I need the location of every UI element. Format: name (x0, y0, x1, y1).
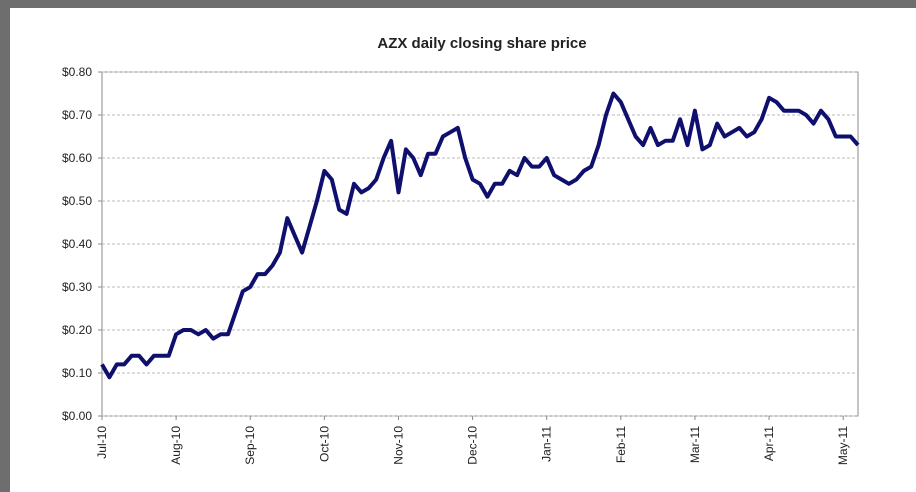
x-tick-label: Jul-10 (95, 426, 109, 459)
price-line (100, 91, 860, 380)
x-tick-label: Nov-10 (391, 426, 405, 465)
x-tick-label: May-11 (836, 426, 850, 465)
x-tick-label: Jan-11 (540, 426, 554, 462)
y-tick-label: $0.00 (62, 409, 92, 423)
panel (10, 8, 916, 492)
y-tick-label: $0.30 (62, 280, 92, 294)
y-tick-label: $0.70 (62, 108, 92, 122)
x-tick-label: Sep-10 (243, 426, 257, 465)
x-tick-label: Dec-10 (466, 426, 480, 465)
x-tick-label: Feb-11 (614, 426, 628, 463)
y-tick-label: $0.10 (62, 366, 92, 380)
x-tick-label: Oct-10 (317, 426, 331, 462)
y-tick-label: $0.20 (62, 323, 92, 337)
x-tick-label: Apr-11 (762, 426, 776, 461)
x-tick-label: Mar-11 (688, 426, 702, 463)
x-tick-label: Aug-10 (169, 426, 183, 465)
y-tick-label: $0.40 (62, 237, 92, 251)
y-tick-label: $0.60 (62, 151, 92, 165)
y-tick-label: $0.50 (62, 194, 92, 208)
chart-title: AZX daily closing share price (377, 35, 586, 52)
y-tick-label: $0.80 (62, 65, 92, 79)
